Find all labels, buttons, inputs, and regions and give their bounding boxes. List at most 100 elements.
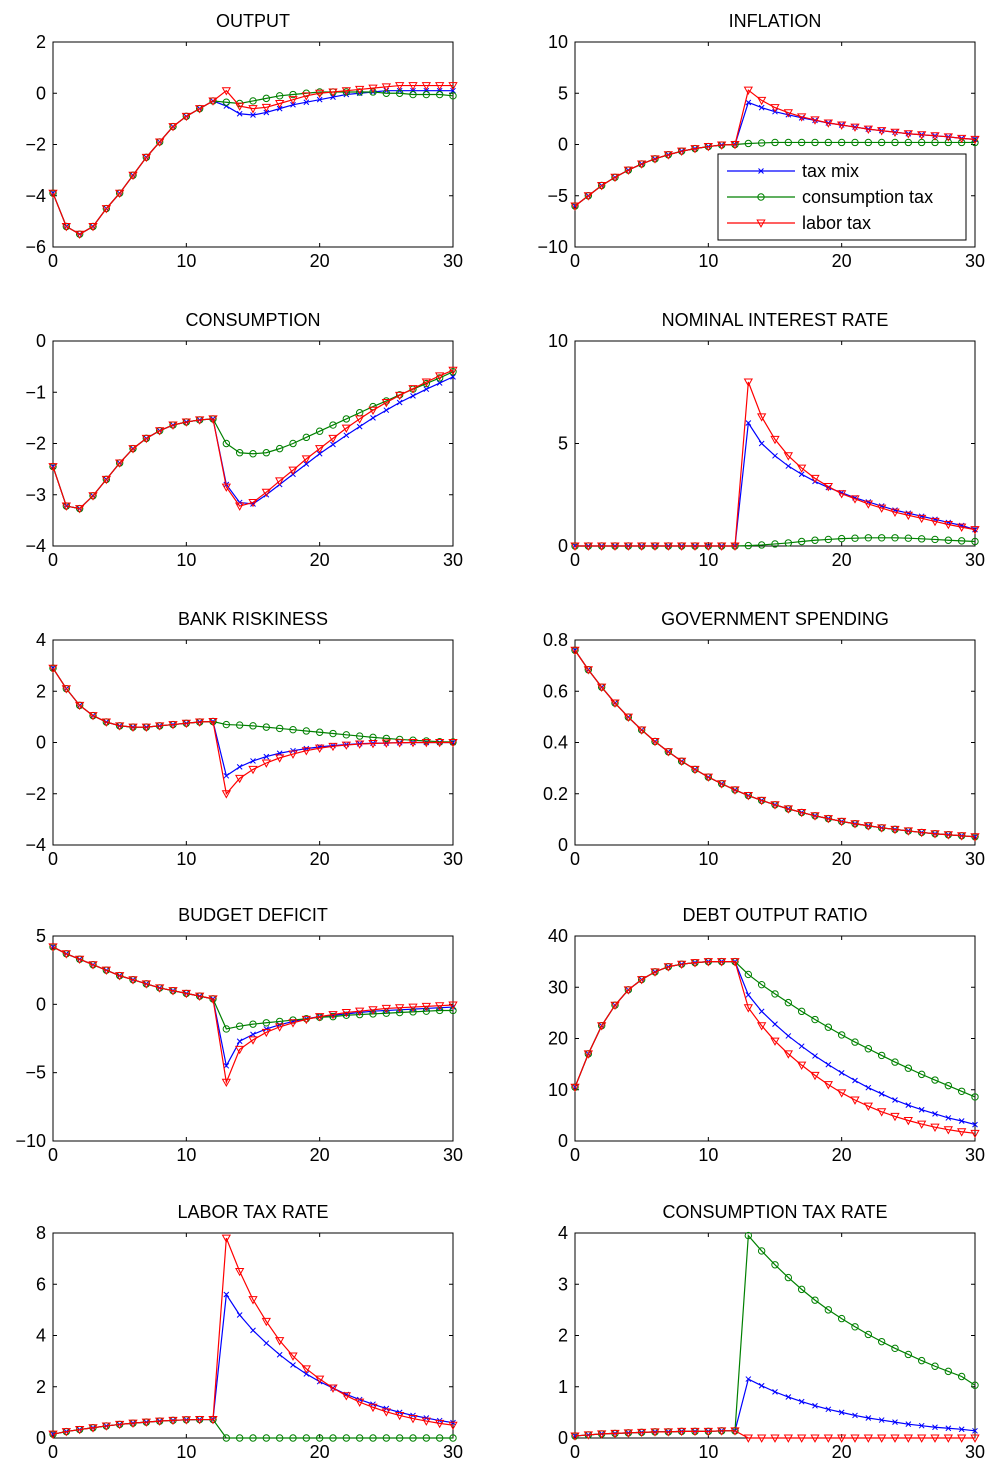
data-point [892, 1097, 898, 1103]
x-tick-label: 10 [698, 1145, 718, 1165]
x-tick-label: 10 [698, 849, 718, 869]
panel-title: CONSUMPTION [186, 310, 321, 330]
data-point [583, 1431, 593, 1440]
data-point [275, 477, 285, 486]
data-point [877, 1108, 887, 1117]
data-point [797, 1285, 806, 1294]
data-point [395, 739, 405, 748]
data-point [798, 471, 805, 478]
data-point [785, 463, 792, 469]
data-point [824, 535, 833, 544]
data-point [623, 166, 633, 175]
data-point [744, 970, 753, 979]
x-tick-label: 0 [570, 1442, 580, 1462]
data-point [943, 520, 953, 530]
data-point [583, 666, 593, 675]
panel-title: DEBT OUTPUT RATIO [682, 905, 867, 925]
data-point [423, 87, 430, 94]
data-point [128, 723, 138, 732]
data-point [637, 160, 647, 169]
data-point [690, 542, 700, 551]
data-point [757, 541, 766, 549]
data-point [141, 980, 151, 989]
data-point [891, 534, 899, 542]
y-tick-label: 0 [36, 83, 46, 103]
data-point [395, 1004, 405, 1013]
data-point [771, 138, 779, 147]
data-point [717, 958, 727, 967]
data-point [825, 1406, 832, 1413]
data-point [771, 540, 779, 548]
data-point [382, 1434, 391, 1442]
data-point [341, 741, 351, 750]
data-point [61, 502, 71, 511]
series-line [52, 1237, 454, 1435]
data-point [208, 717, 218, 727]
data-point [276, 1351, 283, 1358]
data-point [330, 94, 336, 100]
data-point [864, 1330, 873, 1339]
data-point [262, 449, 271, 457]
data-point [890, 1434, 900, 1443]
series-line [574, 649, 976, 838]
data-point [208, 415, 218, 424]
data-point [261, 1028, 271, 1038]
data-point [823, 119, 833, 128]
data-point [250, 758, 256, 764]
data-point [208, 995, 218, 1004]
data-point [381, 1408, 391, 1417]
data-point [877, 1434, 887, 1443]
data-point [877, 127, 887, 136]
data-point [235, 721, 244, 729]
data-point [837, 138, 846, 147]
data-point [301, 1015, 311, 1025]
data-point [850, 1434, 860, 1443]
x-tick-label: 30 [965, 849, 985, 869]
data-point [810, 1434, 820, 1443]
data-point [236, 763, 243, 770]
x-tick-label: 20 [310, 849, 330, 869]
y-tick-label: 0 [558, 1428, 568, 1448]
data-point [610, 699, 620, 708]
data-point [369, 1434, 377, 1442]
data-point [785, 1394, 792, 1400]
data-point [757, 1247, 766, 1255]
series-line [52, 946, 454, 1085]
data-point [329, 729, 337, 738]
data-point [891, 1058, 899, 1066]
data-point [797, 113, 807, 122]
data-point [930, 1434, 940, 1443]
data-point [435, 1419, 445, 1429]
data-point [448, 1001, 458, 1010]
data-point [436, 87, 443, 94]
data-point [758, 1382, 765, 1389]
y-tick-label: 10 [548, 1080, 568, 1100]
data-point [381, 83, 391, 92]
data-point [61, 950, 71, 959]
x-tick-label: 0 [48, 1145, 58, 1165]
data-point [450, 374, 456, 380]
data-point [221, 790, 231, 799]
data-point [690, 765, 700, 775]
data-point [249, 1020, 257, 1028]
data-point [970, 1129, 980, 1139]
data-point [771, 1261, 779, 1269]
x-tick-label: 0 [48, 1442, 58, 1462]
data-point [797, 138, 806, 147]
legend: tax mix consumption tax labor tax [717, 153, 967, 241]
data-point [863, 1434, 873, 1443]
data-point [772, 1389, 778, 1395]
data-point [248, 765, 258, 775]
data-point [877, 824, 887, 833]
data-point [235, 1434, 244, 1442]
data-point [743, 1004, 753, 1013]
data-point [395, 82, 405, 91]
data-point [449, 1006, 457, 1015]
data-point [930, 1123, 940, 1132]
data-point [890, 825, 900, 835]
data-point [75, 230, 85, 240]
data-point [315, 427, 324, 435]
data-point [435, 1002, 445, 1011]
data-point [743, 86, 753, 95]
data-point [195, 992, 205, 1001]
